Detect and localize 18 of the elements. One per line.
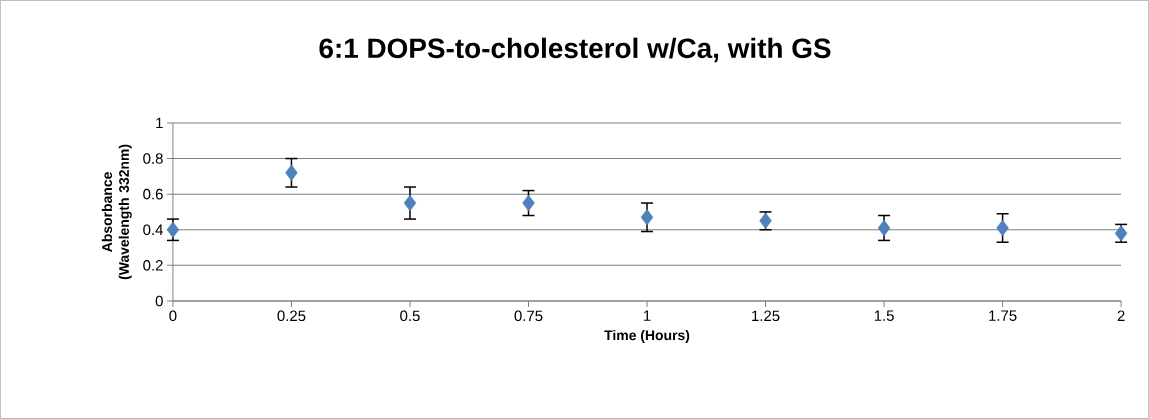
y-tick-label: 0.2 [143,260,163,271]
x-tick-label: 0.25 [277,310,306,322]
x-tick-label: 0 [169,310,177,322]
y-tick-label: 0.8 [143,153,163,164]
x-tick-label: 1.75 [989,310,1017,321]
y-tick-label: 1 [156,117,163,129]
x-tick-label: 1.25 [752,310,780,322]
x-tick-label: 1.5 [874,310,894,321]
y-tick-label: 0 [155,295,163,307]
x-tick-label: 0.5 [400,310,420,322]
y-tick-label: 0.6 [143,188,163,200]
x-tick-label: 0.75 [514,310,543,322]
x-axis-title: Time (Hours) [604,329,690,343]
y-tick-label: 0.4 [143,224,163,236]
x-tick-label: 2 [1117,310,1125,321]
x-tick-label: 1 [644,310,651,321]
y-axis-title: Absorbance (Wavelength 332nm) [101,144,132,280]
chart-title: 6:1 DOPS-to-cholesterol w/Ca, with GS [319,37,831,63]
